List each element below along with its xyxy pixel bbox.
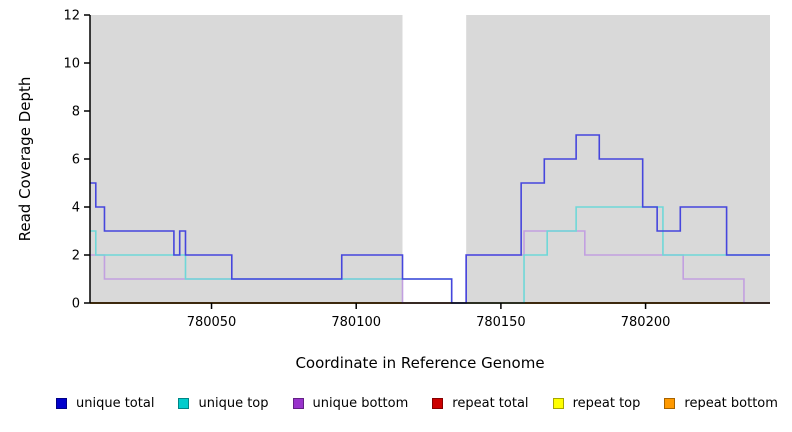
legend-swatch-unique-top xyxy=(178,398,190,409)
shaded-region xyxy=(90,15,403,303)
y-tick-label: 6 xyxy=(72,153,80,168)
y-tick-label: 8 xyxy=(72,105,80,120)
axes: 0 2 4 6 8 10 12 780050 780100 780150 780200 xyxy=(63,9,770,330)
legend-swatch-repeat-bottom xyxy=(664,398,676,409)
legend-item-repeat-top: repeat top xyxy=(552,396,641,411)
series-line-unique-top xyxy=(90,206,770,304)
x-axis-title: Coordinate in Reference Genome xyxy=(295,354,545,372)
legend-label-unique-bottom: unique bottom xyxy=(312,396,409,411)
legend-swatch-unique-total xyxy=(56,398,67,409)
y-tick-label: 0 xyxy=(72,297,80,312)
legend-swatch-repeat-top xyxy=(552,398,564,409)
legend-item-unique-top: unique top xyxy=(178,396,269,411)
y-tick-label: 4 xyxy=(72,201,80,216)
legend-label-repeat-top: repeat top xyxy=(572,396,641,411)
x-tick-label: 780050 xyxy=(187,315,237,330)
y-tick-label: 10 xyxy=(63,57,80,72)
y-tick-label: 2 xyxy=(72,249,80,264)
coverage-chart: 0 2 4 6 8 10 12 780050 780100 780150 780200 Read C… xyxy=(16,9,770,330)
legend-label-unique-total: unique total xyxy=(76,396,155,411)
legend-item-repeat-total: repeat total xyxy=(432,396,529,411)
x-tick-label: 780200 xyxy=(621,315,671,330)
x-tick-label: 780100 xyxy=(331,315,381,330)
legend-item-unique-total: unique total xyxy=(56,396,154,411)
legend-item-unique-bottom: unique bottom xyxy=(292,396,409,411)
legend-item-repeat-bottom: repeat bottom xyxy=(664,396,778,411)
y-axis-title: Read Coverage Depth xyxy=(16,77,34,242)
legend-swatch-repeat-total xyxy=(432,398,444,409)
y-tick-label: 12 xyxy=(63,9,80,24)
shaded-regions xyxy=(90,15,770,303)
legend-label-repeat-bottom: repeat bottom xyxy=(684,396,778,411)
legend: unique total unique top unique bottom re… xyxy=(0,396,792,411)
x-tick-label: 780150 xyxy=(476,315,526,330)
legend-label-repeat-total: repeat total xyxy=(452,396,529,411)
legend-swatch-unique-bottom xyxy=(292,398,304,409)
legend-label-unique-top: unique top xyxy=(198,396,269,411)
